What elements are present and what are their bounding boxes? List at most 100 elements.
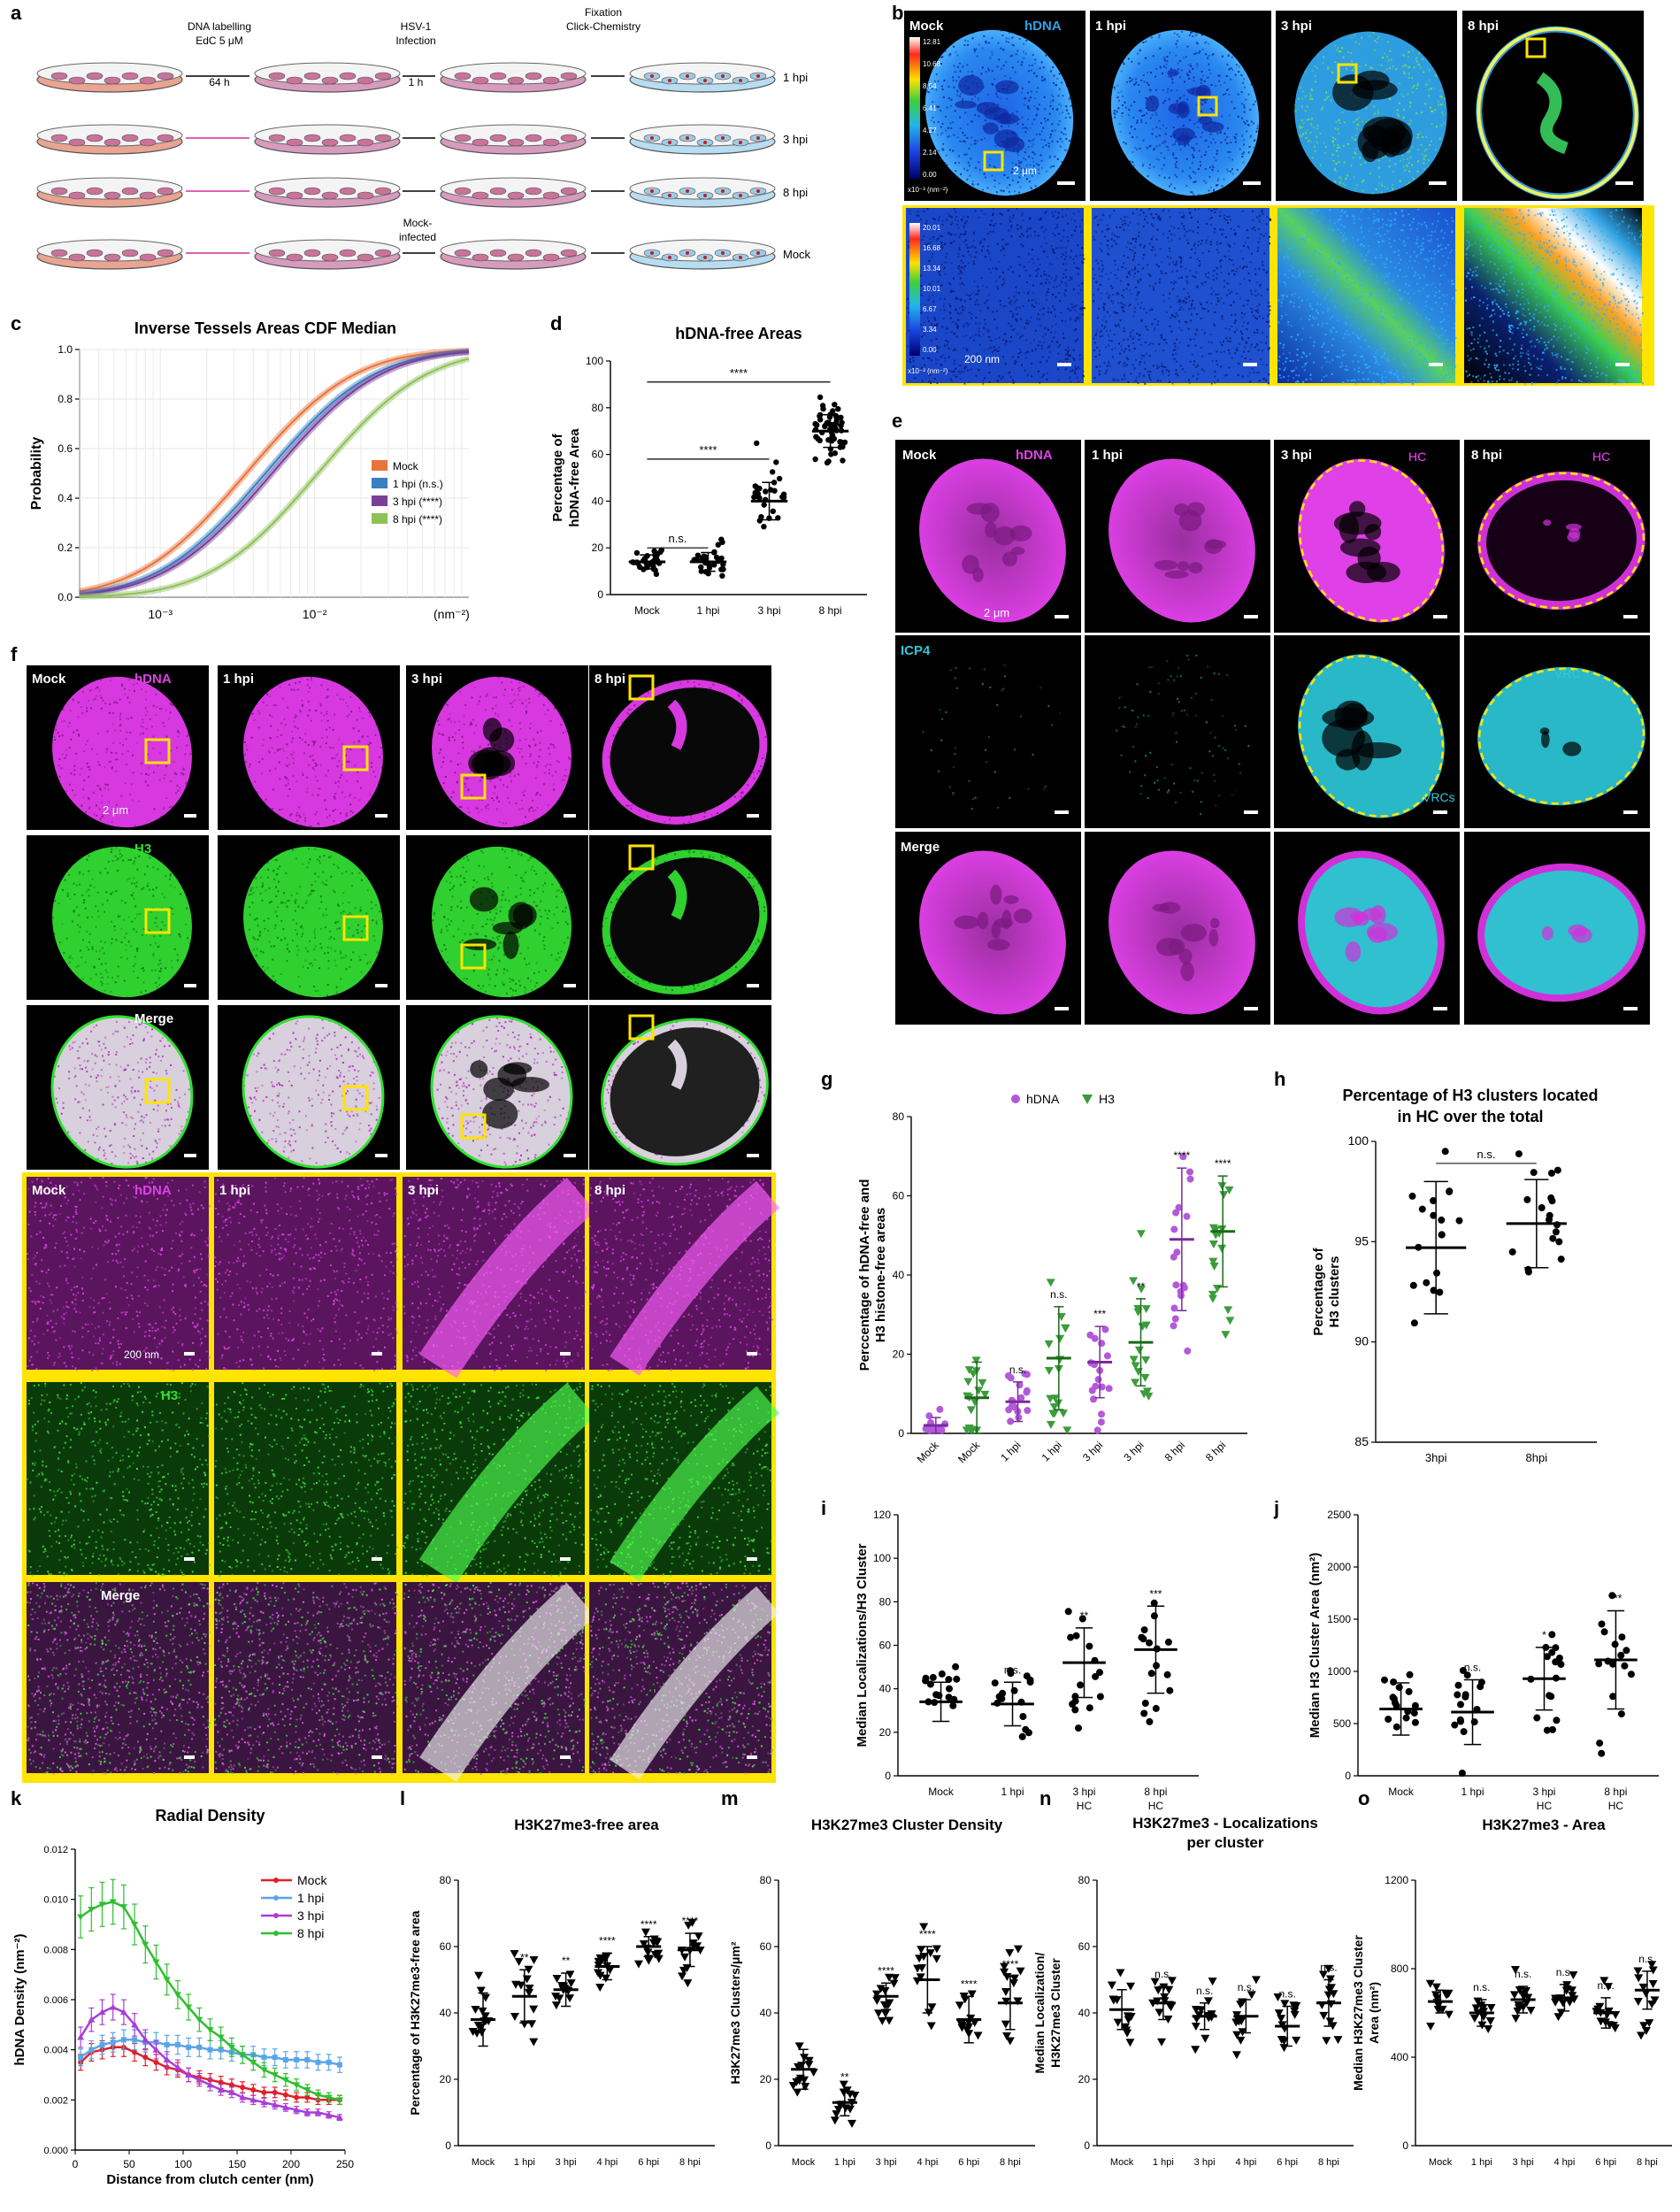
speckle-dot	[1065, 285, 1068, 287]
speckle-dot	[1045, 54, 1047, 57]
speckle-dot	[1410, 228, 1413, 231]
speckle-dot	[941, 235, 943, 237]
speckle-dot	[995, 280, 997, 282]
speckle-dot	[1168, 240, 1170, 242]
speckle-dot	[1203, 370, 1205, 373]
speckle-dot	[1058, 284, 1061, 287]
speckle-dot	[1241, 375, 1244, 378]
cell-icon	[121, 134, 139, 142]
speckle-dot	[1062, 337, 1065, 339]
speckle-dot	[1123, 262, 1125, 265]
speckle-dot	[1262, 363, 1264, 365]
speckle-dot	[1147, 175, 1149, 177]
speckle-dot	[1221, 318, 1224, 320]
speckle-dot	[1123, 255, 1125, 257]
speckle-dot	[1392, 183, 1394, 186]
speckle-dot	[1393, 239, 1396, 242]
speckle-dot	[1193, 307, 1196, 310]
speckle-dot	[1185, 56, 1187, 58]
speckle-dot	[1051, 325, 1054, 327]
speckle-dot	[1074, 309, 1077, 311]
speckle-dot	[996, 65, 999, 68]
speckle-dot	[1151, 133, 1154, 135]
speckle-dot	[1193, 172, 1196, 174]
speckle-dot	[1119, 361, 1121, 363]
speckle-dot	[1058, 112, 1061, 115]
speckle-dot	[1101, 268, 1104, 270]
speckle-dot	[1209, 142, 1212, 144]
speckle-dot	[1066, 208, 1069, 211]
speckle-dot	[1258, 220, 1261, 223]
speckle-dot	[1352, 157, 1354, 159]
speckle-dot	[1179, 149, 1182, 151]
speckle-dot	[1032, 139, 1034, 142]
speckle-dot	[942, 354, 945, 357]
cell-icon	[357, 191, 374, 200]
speckle-dot	[963, 222, 966, 225]
speckle-dot	[1240, 311, 1243, 314]
speckle-dot	[1143, 244, 1146, 247]
speckle-dot	[1047, 291, 1049, 294]
speckle-dot	[1092, 268, 1094, 271]
speckle-dot	[1136, 333, 1139, 335]
speckle-dot	[1044, 228, 1047, 231]
speckle-dot	[1204, 281, 1207, 283]
speckle-dot	[1221, 115, 1224, 118]
speckle-dot	[1247, 337, 1250, 340]
speckle-dot	[1070, 219, 1073, 221]
speckle-dot	[1028, 261, 1031, 264]
speckle-dot	[1423, 157, 1425, 160]
speckle-dot	[1158, 134, 1161, 137]
speckle-dot	[1102, 214, 1105, 217]
speckle-dot	[1224, 217, 1225, 219]
speckle-dot	[1197, 373, 1200, 375]
speckle-dot	[1403, 109, 1405, 111]
speckle-dot	[1445, 357, 1447, 360]
speckle-dot	[1126, 276, 1129, 279]
speckle-dot	[1070, 277, 1073, 280]
speckle-dot	[1415, 60, 1418, 63]
speckle-dot	[1221, 233, 1224, 235]
speckle-dot	[1341, 237, 1344, 240]
speckle-dot	[1384, 186, 1386, 188]
speckle-dot	[1135, 358, 1138, 361]
speckle-dot	[1132, 256, 1135, 258]
speckle-dot	[1129, 249, 1132, 250]
speckle-dot	[1034, 58, 1037, 61]
colorbar-tick: 12.81	[923, 38, 941, 46]
speckle-dot	[1113, 110, 1116, 112]
speckle-dot	[1052, 215, 1055, 218]
speckle-dot	[1246, 119, 1248, 122]
speckle-dot	[1069, 116, 1071, 119]
speckle-dot	[1249, 289, 1252, 292]
scale-bar	[1243, 363, 1257, 366]
speckle-dot	[1279, 377, 1282, 380]
speckle-dot	[1075, 328, 1078, 330]
speckle-dot	[1062, 276, 1065, 279]
speckle-dot	[1130, 104, 1132, 107]
speckle-dot	[933, 80, 936, 82]
speckle-dot	[1114, 259, 1116, 262]
speckle-dot	[1451, 249, 1454, 251]
speckle-dot	[1417, 134, 1420, 136]
speckle-dot	[1396, 201, 1399, 203]
speckle-dot	[1338, 119, 1340, 121]
speckle-dot	[1358, 296, 1361, 299]
speckle-dot	[1160, 152, 1162, 154]
speckle-dot	[1369, 66, 1372, 69]
speckle-dot	[1023, 57, 1025, 59]
speckle-dot	[1197, 127, 1200, 128]
speckle-dot	[1201, 124, 1204, 127]
speckle-dot	[1212, 274, 1215, 277]
speckle-dot	[1028, 180, 1031, 183]
speckle-dot	[1132, 212, 1134, 215]
speckle-dot	[994, 338, 997, 341]
speckle-dot	[1039, 381, 1041, 384]
speckle-dot	[941, 223, 944, 226]
speckle-dot	[937, 80, 940, 82]
speckle-dot	[1266, 288, 1269, 291]
speckle-dot	[1418, 52, 1421, 55]
speckle-dot	[1356, 123, 1359, 126]
speckle-dot	[1409, 256, 1412, 258]
speckle-dot	[1205, 242, 1208, 244]
